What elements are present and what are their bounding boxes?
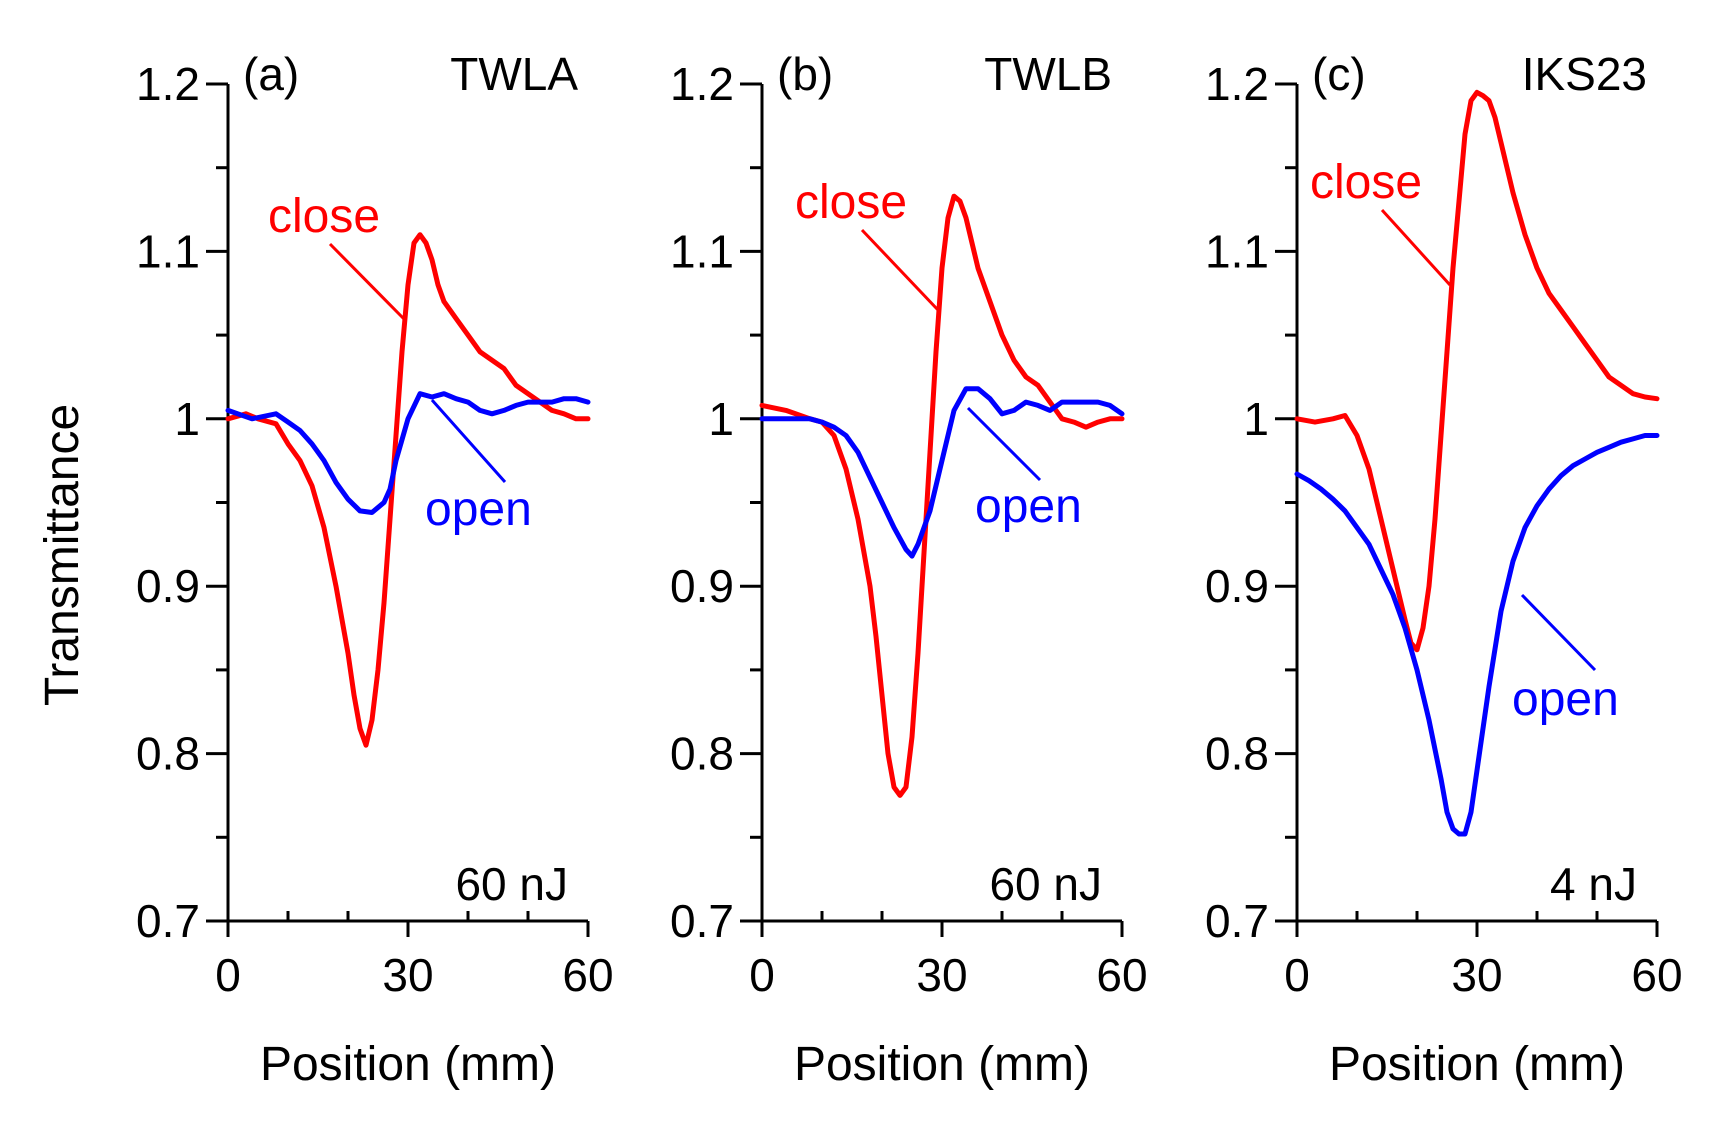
- series-line-open: [759, 386, 1125, 559]
- x-tick-label: 30: [1451, 949, 1502, 1001]
- curve-label-open: open: [425, 483, 532, 536]
- y-tick-label: 1.1: [136, 225, 200, 277]
- y-tick-label: 1.2: [1205, 58, 1269, 110]
- curve-label-close: close: [1310, 156, 1422, 209]
- panel-letter: (a): [243, 48, 299, 100]
- sample-name: TWLA: [450, 48, 578, 100]
- leader-line-open: [430, 399, 507, 483]
- x-tick-label: 0: [215, 949, 241, 1001]
- y-tick-label: 1.2: [670, 58, 734, 110]
- x-tick-label: 30: [382, 949, 433, 1001]
- y-tick-label: 0.7: [670, 895, 734, 947]
- y-tick-label: 0.8: [136, 728, 200, 780]
- panel-letter: (b): [777, 48, 833, 100]
- leader-line-close: [860, 228, 940, 312]
- x-tick-label: 60: [1631, 949, 1682, 1001]
- y-tick-label: 0.9: [1205, 560, 1269, 612]
- y-tick-label: 1.1: [1205, 225, 1269, 277]
- curve-label-close: close: [268, 190, 380, 243]
- pulse-energy: 60 nJ: [989, 858, 1102, 910]
- curve-label-open: open: [975, 480, 1082, 533]
- y-tick-label: 1: [1243, 393, 1269, 445]
- y-tick-label: 0.7: [136, 895, 200, 947]
- y-tick-label: 0.9: [670, 560, 734, 612]
- pulse-energy: 60 nJ: [455, 858, 568, 910]
- x-tick-label: 60: [562, 949, 613, 1001]
- x-axis-label: Position (mm): [1329, 1038, 1625, 1091]
- x-tick-label: 0: [1284, 949, 1310, 1001]
- y-tick-label: 1: [174, 393, 200, 445]
- curve-label-open: open: [1512, 673, 1619, 726]
- y-tick-label: 0.9: [136, 560, 200, 612]
- y-tick-label: 0.8: [670, 728, 734, 780]
- x-tick-label: 0: [749, 949, 775, 1001]
- curve-label-close: close: [795, 176, 907, 229]
- series-line-close: [759, 193, 1125, 798]
- leader-line-open: [1520, 593, 1597, 672]
- sample-name: TWLB: [984, 48, 1112, 100]
- series-line-close: [225, 232, 591, 748]
- sample-name: IKS23: [1522, 48, 1647, 100]
- y-tick-label: 1: [708, 393, 734, 445]
- x-tick-label: 60: [1096, 949, 1147, 1001]
- panel-letter: (c): [1312, 48, 1366, 100]
- x-tick-label: 30: [916, 949, 967, 1001]
- series-line-open: [225, 391, 591, 515]
- y-axis-label: Transmittance: [36, 404, 89, 706]
- y-tick-label: 0.7: [1205, 895, 1269, 947]
- y-tick-label: 1.2: [136, 58, 200, 110]
- y-tick-label: 0.8: [1205, 728, 1269, 780]
- x-axis-label: Position (mm): [260, 1038, 556, 1091]
- leader-line-open: [966, 406, 1042, 482]
- leader-line-close: [1380, 208, 1452, 287]
- series-line-open: [1294, 433, 1660, 837]
- pulse-energy: 4 nJ: [1550, 858, 1637, 910]
- leader-line-close: [328, 242, 407, 322]
- series-line-close: [1294, 89, 1660, 653]
- y-tick-label: 1.1: [670, 225, 734, 277]
- x-axis-label: Position (mm): [794, 1038, 1090, 1091]
